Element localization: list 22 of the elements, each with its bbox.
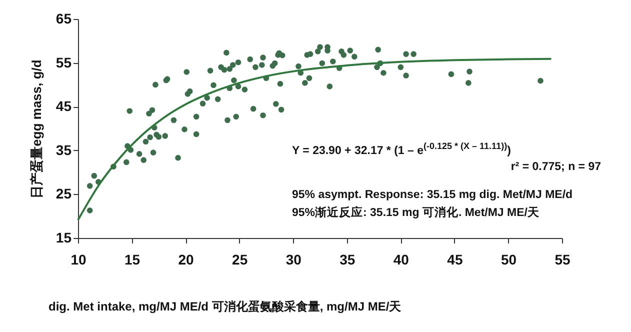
- x-tick-label: 20: [178, 252, 194, 268]
- y-tick-label: 45: [56, 98, 72, 114]
- y-tick-label: 65: [56, 10, 72, 26]
- y-tick-label: 35: [56, 142, 72, 158]
- x-tick-label: 30: [286, 252, 302, 268]
- x-tick-label: 40: [393, 252, 410, 268]
- x-tick-label: 10: [70, 252, 86, 268]
- y-tick-label: 55: [56, 54, 72, 70]
- annotation: 95%渐近反应: 35.15 mg 可消化. Met/MJ ME/天: [292, 205, 540, 220]
- x-tick-label: 55: [554, 252, 570, 268]
- x-tick-label: 45: [447, 252, 463, 268]
- x-tick-label: 15: [124, 252, 140, 268]
- x-tick-label: 35: [340, 252, 356, 268]
- annotation: 95% asympt. Response: 35.15 mg dig. Met/MJ ME/d: [292, 189, 573, 201]
- y-axis-title: 日产蛋量egg mass, g/d: [28, 60, 44, 198]
- x-tick-label: 25: [232, 252, 248, 268]
- annotation: r² = 0.775; n = 97: [510, 161, 601, 173]
- y-tick-label: 15: [56, 230, 72, 246]
- annotation: Y = 23.90 + 32.17 * (1 – e$^{(-0.125 * (X – 11.11))}$): [292, 141, 511, 157]
- x-axis-title: dig. Met intake, mg/MJ ME/d 可消化蛋氨酸采食量, mg/MJ ME/天: [48, 300, 402, 314]
- x-tick-label: 50: [500, 252, 517, 268]
- y-tick-label: 25: [56, 186, 72, 202]
